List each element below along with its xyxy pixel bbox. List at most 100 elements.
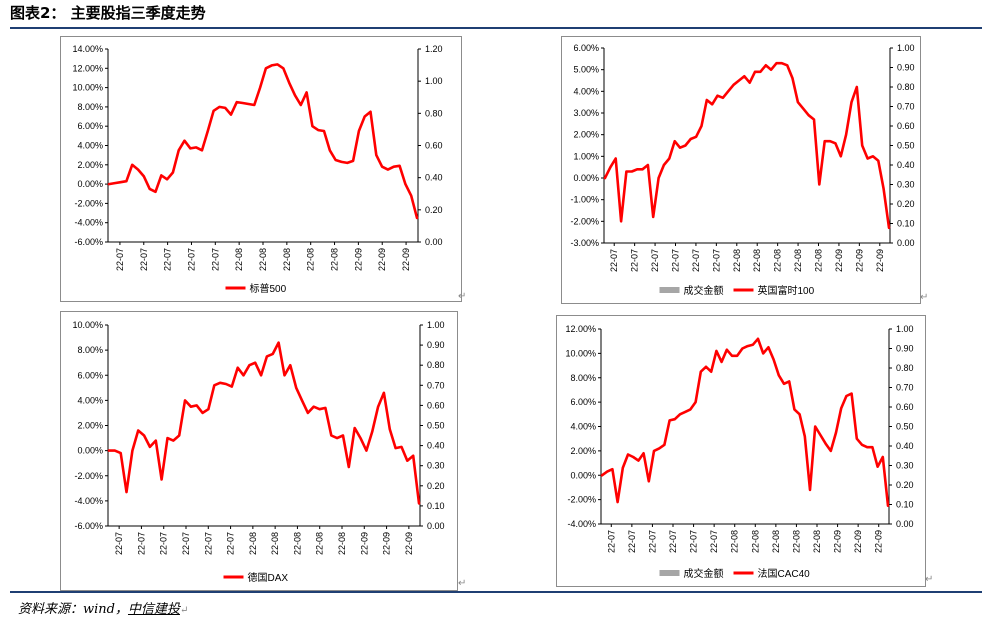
chart1-y-right-label: 0.40 <box>897 160 915 170</box>
chart1-y-right-label: 0.70 <box>897 102 915 112</box>
chart3-y-left-label: -2.00% <box>567 495 596 505</box>
chart0-y-left-label: -2.00% <box>74 198 103 208</box>
chart3-legend-swatch <box>659 570 680 576</box>
chart1-y-left-label: 2.00% <box>573 130 599 140</box>
chart1-x-label: 22-07 <box>609 249 619 272</box>
chart2-y-left-label: -6.00% <box>74 521 103 531</box>
chart3-y-right-label: 0.80 <box>896 363 914 373</box>
chart3-x-label: 22-07 <box>627 530 637 553</box>
chart1-x-label: 22-09 <box>834 249 844 272</box>
chart1-y-right-label: 0.00 <box>897 238 915 248</box>
chart1-y-left-label: -3.00% <box>570 238 599 248</box>
chart1-x-label: 22-07 <box>650 249 660 272</box>
chart2-y-right-label: 0.80 <box>427 360 445 370</box>
chart1-legend-swatch <box>659 287 680 293</box>
chart1-y-right-label: 0.30 <box>897 180 915 190</box>
chart0-y-right-label: 1.00 <box>425 76 443 86</box>
chart2-y-right-label: 0.90 <box>427 340 445 350</box>
chart1-y-right-label: 0.20 <box>897 199 915 209</box>
source-prefix: 资料来源：wind， <box>18 602 128 617</box>
chart2-y-right-label: 0.10 <box>427 501 445 511</box>
chart1-y-left-label: 5.00% <box>573 65 599 75</box>
chart0-y-left-label: 6.00% <box>77 121 103 131</box>
chart1-y-left-label: -2.00% <box>570 216 599 226</box>
chart2-y-right-label: 0.70 <box>427 380 445 390</box>
chart1-y-right-label: 0.60 <box>897 121 915 131</box>
chart2-series-line <box>107 341 421 505</box>
chart3-y-left-label: 6.00% <box>570 397 596 407</box>
chart0-y-left-label: 10.00% <box>72 83 103 93</box>
chart3-x-label: 22-07 <box>668 530 678 553</box>
chart3-y-left-label: 0.00% <box>570 470 596 480</box>
chart0-y-right-label: 0.60 <box>425 141 443 151</box>
chart0-x-label: 22-07 <box>186 248 196 271</box>
chart2-y-left-label: 6.00% <box>77 370 103 380</box>
chart3-x-label: 22-09 <box>853 530 863 553</box>
chart0-y-left-label: 0.00% <box>77 179 103 189</box>
chart1-x-label: 22-09 <box>875 249 885 272</box>
chart3-x-label: 22-08 <box>771 530 781 553</box>
chart-svg-cac40: 12.00% 10.00% 8.00% 6.00% 4.00% 2.00% 0.00% -2.… <box>565 324 914 580</box>
chart2-x-label: 22-08 <box>248 532 258 555</box>
chart2-x-label: 22-08 <box>270 532 280 555</box>
chart0-y-left-label: 12.00% <box>72 63 103 73</box>
chart2-y-right-label: 0.50 <box>427 421 445 431</box>
chart2-x-label: 22-07 <box>114 532 124 555</box>
chart3-y-left-label: 2.00% <box>570 446 596 456</box>
chart2-x-label: 22-08 <box>315 532 325 555</box>
chart2-y-right-label: 0.60 <box>427 400 445 410</box>
chart1-y-right-label: 0.80 <box>897 82 915 92</box>
chart3-y-right-label: 0.30 <box>896 461 914 471</box>
chart3-y-right-label: 1.00 <box>896 324 914 334</box>
chart1-legend-label: 英国富时100 <box>758 284 815 297</box>
chart1-x-label: 22-08 <box>814 249 824 272</box>
chart0-y-left-label: -4.00% <box>74 218 103 228</box>
chart-panel-cac40: 12.00% 10.00% 8.00% 6.00% 4.00% 2.00% 0.00% -2.… <box>556 315 926 587</box>
chart0-x-label: 22-08 <box>234 248 244 271</box>
chart2-x-label: 22-07 <box>181 532 191 555</box>
chart0-y-right-label: 1.20 <box>425 44 443 54</box>
chart1-y-right-label: 0.10 <box>897 219 915 229</box>
chart0-series-line <box>107 63 419 220</box>
chart3-x-label: 22-07 <box>709 530 719 553</box>
source-org: 中信建投 <box>127 602 180 617</box>
chart3-legend-label: 成交金额 <box>684 567 724 580</box>
chart2-x-label: 22-08 <box>292 532 302 555</box>
chart2-y-right-label: 0.20 <box>427 481 445 491</box>
page-title: 图表2： 主要股指三季度走势 <box>10 4 206 22</box>
chart3-y-left-label: -4.00% <box>567 519 596 529</box>
return-mark: ↵ <box>180 605 189 616</box>
chart1-y-right-label: 0.90 <box>897 63 915 73</box>
chart-svg-ftse100: 6.00% 5.00% 4.00% 3.00% 2.00% 1.00% 0.00% -1.00… <box>570 43 915 297</box>
chart0-y-right-label: 0.80 <box>425 108 443 118</box>
chart3-y-right-label: 0.40 <box>896 441 914 451</box>
chart2-y-left-label: -4.00% <box>74 496 103 506</box>
chart1-x-label: 22-08 <box>752 249 762 272</box>
chart1-y-left-label: 1.00% <box>573 151 599 161</box>
return-mark: ↵ <box>458 578 467 589</box>
return-mark: ↵ <box>458 291 467 302</box>
chart0-x-label: 22-08 <box>258 248 268 271</box>
chart0-legend-label: 标普500 <box>250 282 287 295</box>
chart2-x-label: 22-08 <box>337 532 347 555</box>
source-note: 资料来源：wind，中信建投↵ <box>18 598 188 617</box>
chart1-x-label: 22-09 <box>854 249 864 272</box>
chart1-y-left-label: 3.00% <box>573 108 599 118</box>
chart3-series-line <box>600 337 890 507</box>
chart2-y-left-label: -2.00% <box>74 471 103 481</box>
chart2-y-left-label: 10.00% <box>72 320 103 330</box>
chart3-x-label: 22-08 <box>750 530 760 553</box>
chart0-x-label: 22-07 <box>163 248 173 271</box>
chart3-y-right-label: 0.90 <box>896 344 914 354</box>
chart2-x-label: 22-09 <box>359 532 369 555</box>
chart3-x-label: 22-07 <box>606 530 616 553</box>
chart2-y-left-label: 0.00% <box>77 446 103 456</box>
return-mark: ↵ <box>920 292 929 303</box>
chart3-x-label: 22-08 <box>812 530 822 553</box>
chart3-x-label: 22-09 <box>874 530 884 553</box>
chart3-y-right-label: 0.50 <box>896 422 914 432</box>
chart3-x-label: 22-07 <box>647 530 657 553</box>
chart0-x-label: 22-09 <box>401 248 411 271</box>
chart2-x-label: 22-09 <box>382 532 392 555</box>
chart3-y-right-label: 0.10 <box>896 500 914 510</box>
